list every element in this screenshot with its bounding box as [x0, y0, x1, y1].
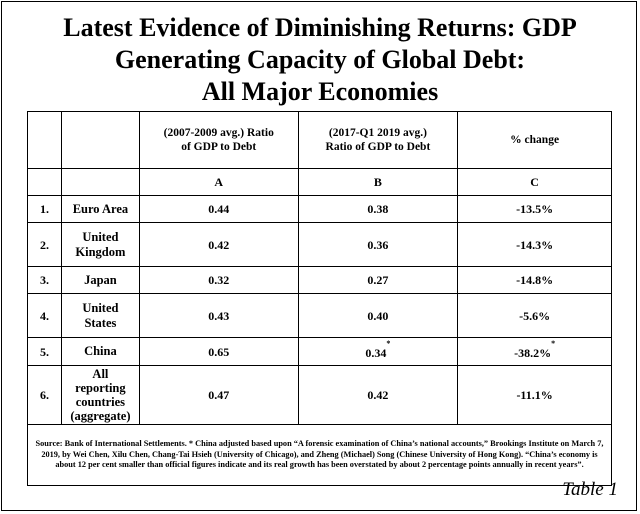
row-value-a: 0.32 — [138, 266, 299, 294]
letters-row: A B C — [27, 168, 612, 196]
header-col-c: % change — [457, 111, 612, 169]
row-name-line: reporting — [75, 381, 126, 395]
row-value-c: -13.5% — [457, 195, 612, 223]
title-line-1: Latest Evidence of Diminishing Returns: … — [63, 13, 577, 42]
table-label: Table 1 — [562, 479, 618, 500]
row-value-b: 0.40 — [297, 293, 459, 338]
letter-a: A — [138, 168, 299, 196]
row-value-b: 0.27 — [297, 266, 459, 294]
row-value-a: 0.42 — [138, 222, 299, 267]
header-col-a-line-2: of GDP to Debt — [181, 141, 257, 153]
header-blank-name — [60, 111, 140, 169]
row-name: China — [60, 337, 140, 366]
gdp-debt-table: (2007-2009 avg.) Ratio of GDP to Debt (2… — [27, 111, 612, 486]
footnote-mark: * — [551, 339, 556, 348]
row-name: All reporting countries (aggregate) — [60, 365, 140, 425]
row-value-c: -5.6% — [457, 293, 612, 338]
title-line-3: All Major Economies — [201, 77, 439, 106]
table-row: 5. China 0.65 0.34* -38.2%* — [27, 337, 612, 366]
letter-c: C — [457, 168, 612, 196]
row-number: 3. — [27, 266, 62, 294]
row-value-c-text: -38.2% — [514, 346, 552, 360]
row-value-b: 0.38 — [297, 195, 459, 223]
header-col-a-line-1: (2007-2009 avg.) Ratio — [163, 127, 274, 139]
table-row: 3. Japan 0.32 0.27 -14.8% — [27, 266, 612, 294]
source-note: Source: Bank of International Settlement… — [27, 424, 612, 486]
row-name-line: (aggregate) — [70, 409, 131, 423]
row-value-a: 0.43 — [138, 293, 299, 338]
row-name-line: Japan — [84, 272, 117, 287]
row-name: United Kingdom — [60, 222, 140, 267]
row-name: Japan — [60, 266, 140, 294]
row-value-b: 0.36 — [297, 222, 459, 267]
row-number: 1. — [27, 195, 62, 223]
table-row: 4. United States 0.43 0.40 -5.6% — [27, 293, 612, 338]
row-name-line: Kingdom — [75, 244, 126, 259]
header-col-b-line-1: (2017-Q1 2019 avg.) — [328, 127, 427, 139]
footnote-mark: * — [386, 339, 391, 348]
header-col-b-line-2: Ratio of GDP to Debt — [325, 141, 431, 153]
header-col-b: (2017-Q1 2019 avg.) Ratio of GDP to Debt — [297, 111, 459, 169]
row-name-line: United — [82, 229, 119, 244]
header-row: (2007-2009 avg.) Ratio of GDP to Debt (2… — [27, 111, 612, 169]
row-value-a: 0.47 — [138, 365, 299, 425]
row-name-line: United — [82, 300, 119, 315]
row-value-c: -14.8% — [457, 266, 612, 294]
row-name-line: countries — [75, 395, 126, 409]
row-value-b: 0.34* — [297, 337, 459, 366]
table-row: 1. Euro Area 0.44 0.38 -13.5% — [27, 195, 612, 223]
row-name-line: Euro Area — [72, 201, 129, 216]
row-number: 5. — [27, 337, 62, 366]
row-name-line: All — [92, 367, 109, 381]
row-value-c: -14.3% — [457, 222, 612, 267]
row-number: 2. — [27, 222, 62, 267]
row-value-a: 0.65 — [138, 337, 299, 366]
row-name: Euro Area — [60, 195, 140, 223]
row-value-c: -38.2%* — [457, 337, 612, 366]
letter-b: B — [297, 168, 459, 196]
table-row: 2. United Kingdom 0.42 0.36 -14.3% — [27, 222, 612, 267]
row-number: 6. — [27, 365, 62, 425]
row-value-b-text: 0.34 — [365, 346, 387, 360]
row-value-c: -11.1% — [457, 365, 612, 425]
source-row: Source: Bank of International Settlement… — [27, 424, 612, 486]
header-col-a: (2007-2009 avg.) Ratio of GDP to Debt — [138, 111, 299, 169]
table-row: 6. All reporting countries (aggregate) 0… — [27, 365, 612, 425]
header-blank-num — [27, 111, 62, 169]
row-number: 4. — [27, 293, 62, 338]
row-value-a: 0.44 — [138, 195, 299, 223]
row-value-b: 0.42 — [297, 365, 459, 425]
row-name-line: States — [84, 315, 117, 330]
row-name: United States — [60, 293, 140, 338]
page-title: Latest Evidence of Diminishing Returns: … — [0, 12, 640, 108]
row-name-line: China — [84, 344, 117, 358]
title-line-2: Generating Capacity of Global Debt: — [114, 45, 526, 74]
